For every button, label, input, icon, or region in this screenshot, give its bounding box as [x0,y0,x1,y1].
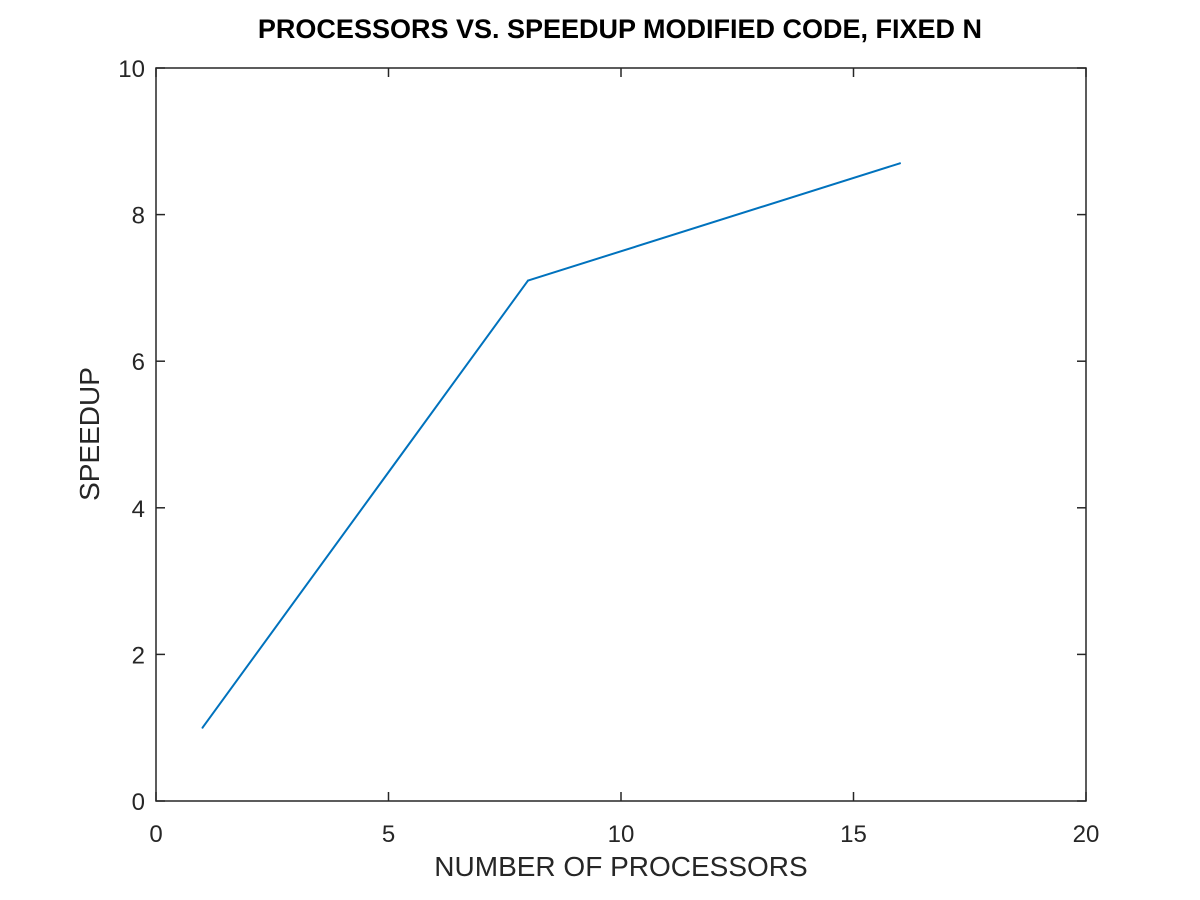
y-tick-label: 2 [132,642,145,669]
axes-box [155,67,1087,802]
x-tick-label: 10 [608,821,635,848]
y-tick-label: 10 [118,56,145,83]
y-tick-label: 4 [132,496,145,523]
y-tick-label: 8 [132,203,145,230]
x-axis-label: NUMBER OF PROCESSORS [434,851,807,882]
y-axis-label: SPEEDUP [74,367,105,501]
series-layer [201,162,901,729]
x-axis-tick-labels: 0 5 10 15 20 [149,821,1099,848]
data-point [527,279,529,282]
chart-title: PROCESSORS VS. SPEEDUP MODIFIED CODE, FI… [258,14,982,44]
y-tick-label: 6 [132,349,145,376]
y-tick-label: 0 [132,789,145,816]
data-point [201,726,204,729]
x-tick-label: 20 [1073,821,1100,848]
y-axis-tick-labels: 0 2 4 6 8 10 [118,56,145,816]
x-tick-label: 0 [149,821,162,848]
x-tick-label: 5 [382,821,395,848]
data-point [899,162,901,165]
x-tick-label: 15 [840,821,867,848]
plot-area [156,68,1086,801]
